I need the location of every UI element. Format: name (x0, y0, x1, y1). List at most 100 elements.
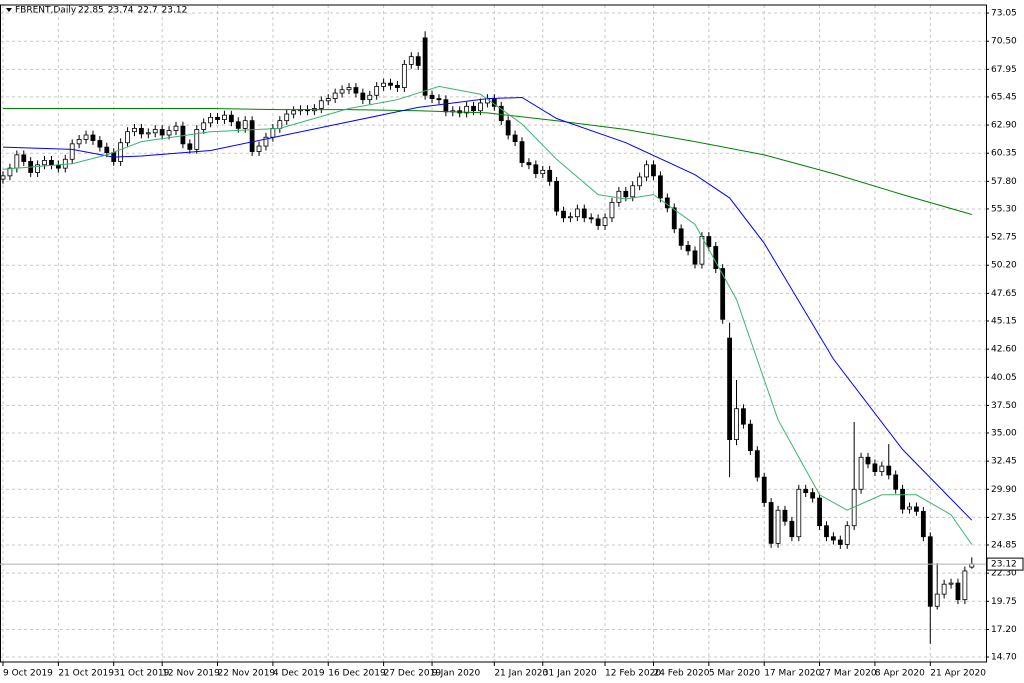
x-tick-label: 9 Oct 2019 (3, 669, 53, 679)
candle-body (526, 162, 532, 166)
candle-body (900, 488, 905, 510)
candle-body (367, 94, 373, 101)
candle-body (609, 201, 615, 219)
candle-body (616, 190, 622, 203)
candle-body (533, 164, 539, 175)
y-tick-label: 47.65 (991, 289, 1017, 299)
candle-body (42, 159, 47, 166)
candle-body (429, 94, 435, 99)
price-label-box (986, 557, 1024, 571)
candle-body (415, 56, 421, 66)
candle-body (505, 120, 511, 136)
candle-body (747, 423, 753, 452)
candle-body (574, 208, 580, 218)
candle-body (623, 190, 629, 198)
candle-body (602, 217, 608, 226)
candle-body (208, 116, 214, 124)
candle-body (658, 175, 663, 199)
candle-body (844, 525, 850, 545)
candle-body (471, 105, 476, 112)
candle-body (927, 536, 933, 607)
x-tick-label: 12 Nov 2019 (162, 669, 220, 679)
candle-body (443, 99, 449, 113)
y-tick-label: 27.35 (991, 513, 1017, 523)
candle-body (353, 87, 359, 94)
candle-body (692, 250, 698, 265)
candle-body (727, 337, 732, 441)
candle-body (159, 129, 165, 136)
y-tick-label: 32.45 (991, 457, 1017, 467)
header-close: 23.12 (162, 6, 188, 16)
header-open: 22.85 (78, 6, 104, 16)
candle-body (0, 175, 6, 180)
x-tick-label: 21 Jan 2020 (494, 669, 548, 679)
x-tick-label: 4 Dec 2019 (273, 669, 325, 679)
x-tick-label: 31 Oct 2019 (114, 669, 170, 679)
candle-body (561, 210, 566, 219)
candle-body (318, 100, 324, 109)
menu-triangle[interactable] (6, 8, 12, 12)
candle-body (858, 456, 864, 490)
candle-body (920, 510, 926, 538)
candle-body (277, 120, 283, 129)
candle-body (831, 536, 836, 541)
candle-body (948, 582, 954, 585)
header-low: 22.7 (138, 6, 158, 16)
y-tick-label: 29.90 (991, 485, 1017, 495)
candle-body (637, 176, 643, 187)
candle-body (401, 63, 407, 88)
candle-body (90, 134, 96, 141)
candle-body (291, 110, 297, 115)
candle-body (644, 164, 649, 178)
candle-body (498, 105, 504, 122)
candle-body (934, 593, 940, 607)
candle-body (554, 180, 559, 212)
candle-body (837, 539, 843, 545)
x-tick-label: 5 Mar 2020 (709, 669, 761, 679)
candle-body (796, 488, 802, 538)
candle-body (388, 82, 393, 86)
candle-body (789, 520, 795, 538)
candle-body (138, 127, 144, 135)
candle-body (775, 509, 781, 544)
y-tick-label: 37.50 (991, 401, 1017, 411)
candle-body (194, 129, 200, 150)
candle-body (810, 492, 816, 499)
candle-body (678, 228, 684, 246)
candle-body (69, 143, 75, 160)
candle-body (249, 120, 255, 152)
symbol-label: FBRENT,Daily (15, 6, 77, 16)
moving-average-line (3, 108, 972, 215)
candle-body (339, 89, 345, 94)
candle-body (14, 154, 20, 169)
y-tick-label: 55.30 (991, 204, 1017, 214)
y-tick-label: 42.60 (991, 345, 1017, 355)
x-tick-label: 17 Mar 2020 (764, 669, 821, 679)
candle-body (284, 113, 290, 122)
candle-body (166, 130, 172, 136)
candle-body (242, 120, 248, 129)
candle-body (21, 154, 27, 162)
y-tick-label: 45.15 (991, 316, 1017, 326)
candle-body (699, 236, 705, 265)
candle-body (332, 92, 338, 99)
candle-body (118, 142, 124, 162)
y-tick-label: 60.35 (991, 149, 1017, 159)
candle-body (125, 131, 130, 144)
x-tick-label: 16 Dec 2019 (328, 669, 386, 679)
candle-body (381, 82, 387, 87)
candle-body (865, 456, 871, 465)
candle-body (436, 98, 442, 101)
candle-body (132, 127, 137, 133)
y-tick-label: 14.70 (991, 653, 1017, 663)
candle-body (782, 509, 788, 522)
candle-body (360, 92, 366, 101)
candle-body (478, 102, 483, 112)
y-tick-label: 70.50 (991, 37, 1017, 47)
candle-body (907, 506, 912, 510)
candle-body (955, 582, 961, 601)
candle-body (547, 169, 553, 182)
candle-body (422, 37, 428, 96)
y-tick-label: 35.00 (991, 428, 1017, 438)
